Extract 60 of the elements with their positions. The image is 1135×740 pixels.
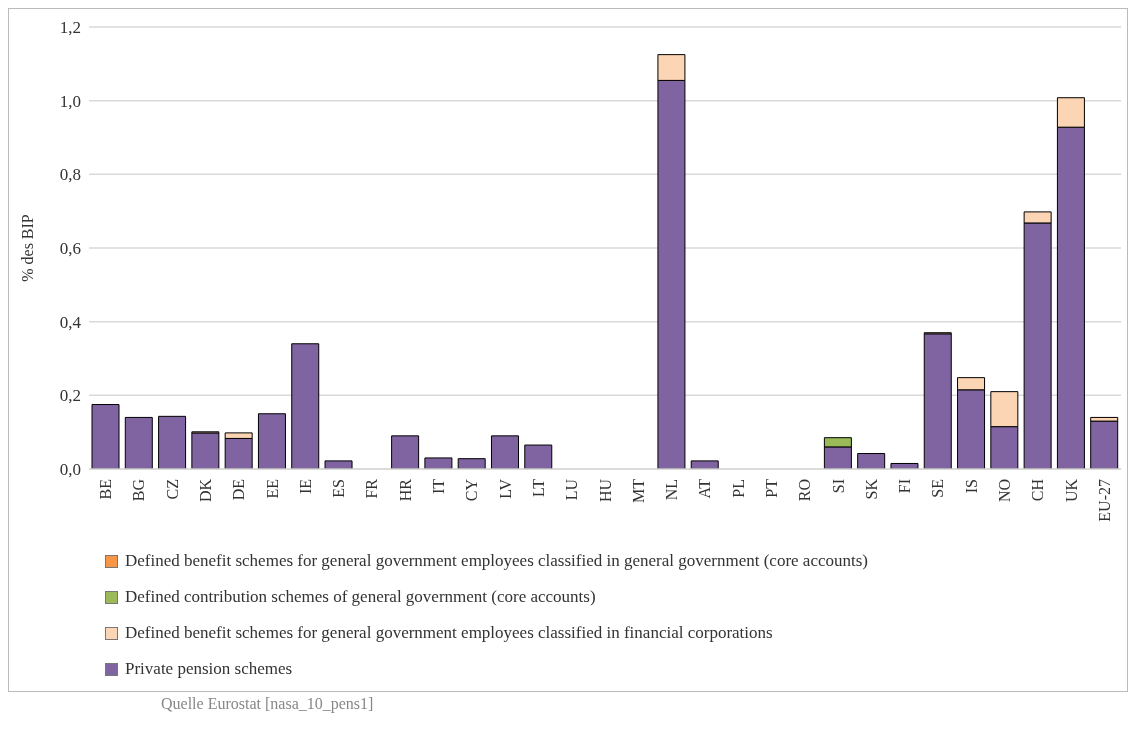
x-tick-label: BG <box>130 478 148 502</box>
y-axis-title: % des BIP <box>18 214 36 282</box>
x-tick-label: SE <box>929 479 947 498</box>
bar <box>324 460 353 469</box>
bar <box>857 453 886 469</box>
x-tick-label: IT <box>430 478 448 495</box>
x-tick-label: RO <box>796 479 814 502</box>
x-tick-label: NO <box>995 479 1013 503</box>
x-tick-label: PL <box>729 479 747 498</box>
bar <box>191 432 220 469</box>
y-tick-label: 0,2 <box>59 386 81 406</box>
y-tick-label: 0,8 <box>59 165 81 185</box>
x-tick-label: IS <box>962 479 980 494</box>
x-tick-label: UK <box>1062 478 1080 503</box>
legend-label: Private pension schemes <box>125 659 293 679</box>
bar <box>291 343 320 469</box>
x-tick-label: SI <box>829 479 847 494</box>
x-tick-label: FI <box>896 479 914 494</box>
x-tick-label: HU <box>596 478 614 503</box>
y-tick-label: 0,4 <box>59 312 82 332</box>
bar <box>923 333 952 469</box>
source-note: Quelle Eurostat [nasa_10_pens1] <box>161 694 374 714</box>
legend-label: Defined contribution schemes of general government (core accounts) <box>125 587 596 607</box>
x-tick-label: IE <box>296 479 314 495</box>
x-tick-label: LT <box>529 478 547 498</box>
bar <box>690 460 719 469</box>
x-tick-label: NL <box>663 479 681 501</box>
x-tick-label: FR <box>363 478 381 499</box>
x-tick-label: EE <box>263 479 281 499</box>
bar <box>524 444 553 469</box>
x-tick-label: MT <box>629 478 647 503</box>
x-tick-label: EU-27 <box>1095 479 1113 522</box>
x-tick-label: CH <box>1029 478 1047 502</box>
y-tick-label: 0,6 <box>59 239 81 259</box>
y-tick-label: 1,0 <box>59 91 81 111</box>
x-tick-label: BE <box>97 479 115 500</box>
x-tick-label: CY <box>463 478 481 502</box>
legend-label: Defined benefit schemes for general government employees classified in general government (core accounts) <box>125 551 868 571</box>
bar <box>457 458 486 469</box>
bar <box>391 435 420 469</box>
y-tick-label: 0,0 <box>59 460 81 480</box>
x-tick-label: DK <box>197 478 215 503</box>
bar <box>158 415 187 469</box>
bar <box>124 416 153 469</box>
bar <box>1090 420 1119 469</box>
x-tick-label: DE <box>230 479 248 501</box>
bar <box>91 404 120 469</box>
bar <box>424 457 453 469</box>
x-tick-label: LU <box>563 478 581 501</box>
x-tick-label: ES <box>330 479 348 498</box>
x-tick-label: PT <box>762 478 780 498</box>
x-tick-label: SK <box>862 478 880 500</box>
x-tick-label: LV <box>496 478 514 499</box>
x-tick-label: AT <box>696 478 714 499</box>
bar <box>490 435 519 469</box>
x-tick-label: CZ <box>163 479 181 500</box>
bar <box>257 413 286 469</box>
y-tick-label: 1,2 <box>59 18 81 38</box>
x-tick-label: HR <box>396 478 414 502</box>
legend-label: Defined benefit schemes for general government employees classified in financial corporations <box>125 623 773 643</box>
